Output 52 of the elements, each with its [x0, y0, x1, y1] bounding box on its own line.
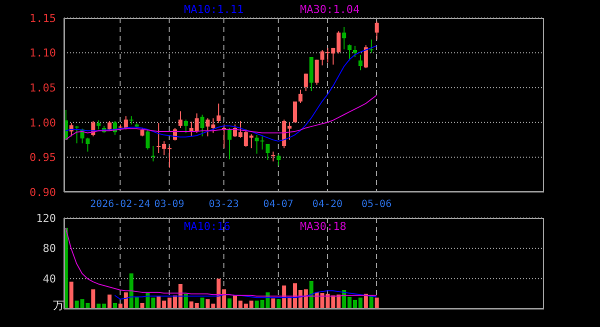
- candlestick: [129, 116, 134, 125]
- candlestick: [314, 59, 319, 86]
- x-tick-label: 04-07: [263, 199, 294, 210]
- line-series: [114, 290, 378, 300]
- candlestick: [216, 103, 221, 124]
- x-tick-label: 04-20: [312, 199, 343, 210]
- candlestick: [369, 39, 374, 54]
- candlestick: [266, 143, 270, 160]
- candlestick: [151, 146, 156, 162]
- y-tick-label: 1.05: [30, 82, 56, 95]
- y-tick-label: 1.15: [30, 12, 56, 25]
- candlestick: [342, 26, 346, 50]
- y-tick-label: 1.00: [30, 116, 56, 130]
- y-tick-label: 80: [42, 242, 56, 256]
- x-tick-label: 2026-02-24: [90, 199, 150, 210]
- candlestick: [86, 137, 90, 152]
- x-tick-label: 03-09: [154, 199, 184, 210]
- bar: [276, 299, 281, 309]
- candlestick: [348, 44, 352, 61]
- line-series: [65, 45, 378, 142]
- candlestick: [178, 110, 182, 128]
- y-tick-label: 120: [36, 212, 56, 225]
- candlestick: [74, 125, 79, 144]
- candlestick: [184, 119, 188, 134]
- candlestick: [146, 128, 150, 150]
- bar: [69, 282, 74, 309]
- candlestick: [298, 89, 302, 104]
- y-tick-label: 1.10: [30, 46, 56, 60]
- candlestick: [200, 114, 204, 137]
- text: MA10:16: [184, 220, 232, 233]
- x-tick-label: 05-06: [361, 199, 392, 210]
- candlestick: [353, 45, 357, 58]
- text: MA30:18: [300, 220, 348, 233]
- candlestick: [228, 127, 232, 160]
- y-tick-label: 40: [42, 272, 56, 286]
- bar: [374, 298, 379, 309]
- candlestick: [358, 54, 362, 71]
- candlestick: [271, 151, 276, 162]
- candlestick: [96, 120, 101, 130]
- bar: [200, 298, 204, 309]
- text: MA30:1.04: [300, 3, 361, 16]
- bar: [108, 294, 112, 309]
- candlestick: [364, 44, 368, 69]
- candlestick: [276, 154, 281, 166]
- y-tick-label: 0.90: [30, 186, 56, 199]
- text: MA10:1.11: [184, 3, 245, 16]
- bar: [91, 289, 96, 309]
- x-tick-label: 03-23: [208, 199, 239, 210]
- y-axis-title: 万: [53, 299, 64, 312]
- candlestick: [374, 20, 379, 40]
- candlestick: [304, 73, 308, 92]
- y-tick-label: 0.95: [30, 151, 56, 164]
